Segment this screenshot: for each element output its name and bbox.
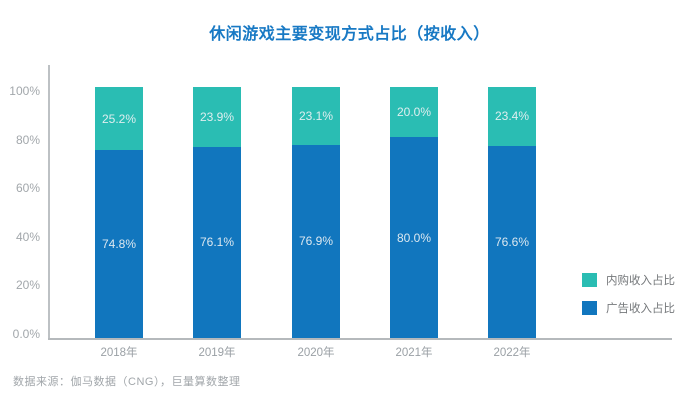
x-tick-label: 2019年 — [198, 347, 236, 359]
bar-segment-ad: 74.8% — [95, 150, 143, 338]
bar-segment-label: 76.9% — [298, 234, 334, 249]
bar-segment-ad: 76.9% — [292, 144, 340, 338]
y-tick-label: 20% — [15, 278, 40, 292]
legend-label: 广告收入占比 — [606, 302, 675, 315]
x-axis-line — [48, 338, 672, 340]
bar-segment-ad: 76.1% — [193, 146, 241, 338]
bar-segment-label: 80.0% — [396, 230, 432, 245]
stacked-bar-2018年: 25.2% 74.8% — [95, 87, 143, 338]
stacked-bar-2022年: 23.4% 76.6% — [488, 87, 536, 338]
bar-segment-label: 74.8% — [101, 237, 137, 252]
x-tick-label: 2020年 — [297, 347, 335, 359]
chart-title: 休闲游戏主要变现方式占比（按收入） — [209, 26, 490, 43]
bar-segment-iap: 23.1% — [292, 87, 340, 145]
legend-swatch-iap — [582, 272, 597, 287]
bar-segment-label: 25.2% — [101, 111, 137, 126]
legend-item: 广告收入占比 — [582, 300, 675, 315]
bar-segment-label: 23.4% — [494, 109, 530, 124]
stacked-bar-2019年: 23.9% 76.1% — [193, 87, 241, 338]
bar-segment-iap: 20.0% — [390, 87, 438, 138]
bar-segment-iap: 25.2% — [95, 87, 143, 151]
y-tick-label: 80% — [15, 132, 40, 147]
x-tick-label: 2018年 — [100, 347, 138, 359]
y-tick-label: 60% — [15, 181, 40, 195]
legend: 内购收入占比 广告收入占比 — [582, 272, 675, 328]
bar-segment-iap: 23.9% — [193, 87, 241, 147]
bar-segment-iap: 23.4% — [488, 87, 536, 146]
bar-segment-label: 23.1% — [298, 108, 334, 123]
legend-swatch-ad — [582, 300, 597, 315]
y-tick-label: 100% — [9, 84, 40, 98]
bar-segment-label: 76.1% — [199, 235, 235, 250]
stacked-bar-2020年: 23.1% 76.9% — [292, 87, 340, 338]
y-tick-label: 0.0% — [12, 326, 40, 341]
y-axis-line — [48, 65, 50, 340]
bar-segment-ad: 80.0% — [390, 137, 438, 338]
y-tick-label: 40% — [15, 229, 40, 244]
x-tick-label: 2022年 — [493, 347, 531, 359]
legend-item: 内购收入占比 — [582, 272, 675, 287]
stacked-bar-2021年: 20.0% 80.0% — [390, 87, 438, 338]
bar-segment-label: 20.0% — [396, 105, 432, 120]
x-tick-label: 2021年 — [395, 347, 433, 359]
bar-segment-label: 23.9% — [199, 109, 235, 124]
bar-segment-label: 76.6% — [494, 234, 530, 249]
source-note: 数据来源：伽马数据（CNG），巨量算数整理 — [13, 376, 241, 388]
bar-segment-ad: 76.6% — [488, 145, 536, 338]
legend-label: 内购收入占比 — [606, 274, 675, 287]
